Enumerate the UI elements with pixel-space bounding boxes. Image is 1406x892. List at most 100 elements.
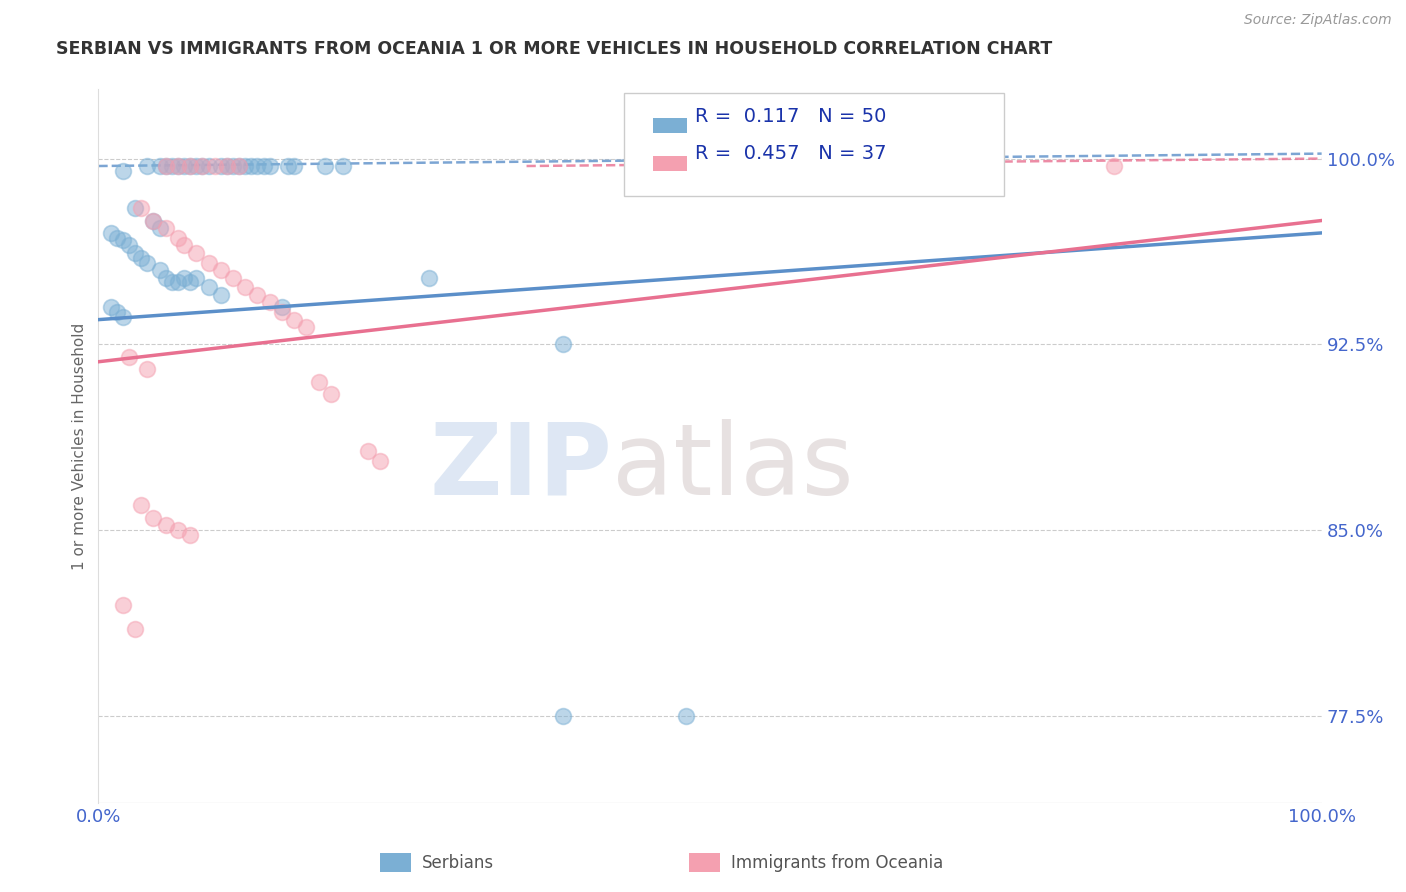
Point (191, 159, 214, 173)
Point (129, 201, 152, 215)
Point (197, 255, 219, 269)
Point (160, 159, 183, 173)
Point (173, 159, 195, 173)
Point (149, 159, 172, 173)
Point (167, 276, 190, 290)
Point (270, 305, 294, 319)
Point (129, 499, 152, 513)
Point (155, 159, 177, 173)
Point (308, 375, 330, 389)
Point (118, 238, 141, 252)
Point (124, 201, 146, 215)
Point (111, 233, 134, 247)
Point (283, 312, 305, 326)
Point (179, 159, 201, 173)
Point (233, 280, 256, 294)
Point (142, 511, 165, 525)
Text: Immigrants from Oceania: Immigrants from Oceania (731, 854, 943, 871)
Point (124, 245, 146, 260)
Point (179, 528, 201, 542)
FancyBboxPatch shape (624, 93, 1004, 196)
Point (167, 159, 190, 173)
Point (209, 288, 232, 302)
Point (129, 251, 152, 265)
FancyBboxPatch shape (652, 155, 686, 171)
Point (173, 238, 195, 252)
Point (186, 159, 208, 173)
Point (1102, 159, 1125, 173)
Point (136, 255, 159, 269)
Point (228, 159, 250, 173)
Point (142, 213, 165, 227)
Point (209, 159, 232, 173)
Text: Source: ZipAtlas.com: Source: ZipAtlas.com (1244, 13, 1392, 28)
Point (173, 270, 195, 285)
Point (155, 159, 177, 173)
Point (967, 159, 990, 173)
Point (259, 159, 281, 173)
Point (149, 221, 172, 235)
Point (270, 300, 294, 314)
Point (553, 337, 575, 351)
Point (136, 362, 159, 376)
Point (111, 310, 134, 325)
Point (155, 518, 177, 533)
Point (167, 231, 190, 245)
Point (418, 270, 440, 285)
Point (105, 231, 128, 245)
Point (186, 245, 208, 260)
Text: Serbians: Serbians (422, 854, 494, 871)
Text: atlas: atlas (612, 419, 853, 516)
Point (124, 623, 146, 637)
Text: ZIP: ZIP (429, 419, 612, 516)
Point (215, 159, 238, 173)
Point (246, 288, 269, 302)
Point (197, 159, 219, 173)
Point (186, 270, 208, 285)
Point (105, 305, 128, 319)
Point (675, 709, 697, 723)
Point (204, 159, 226, 173)
Point (136, 159, 159, 173)
Point (100, 300, 122, 314)
Text: R =  0.117   N = 50: R = 0.117 N = 50 (696, 107, 887, 126)
Point (295, 320, 318, 334)
Point (111, 598, 134, 612)
Point (197, 280, 219, 294)
Point (179, 276, 201, 290)
Point (100, 226, 122, 240)
Point (368, 454, 391, 468)
Point (283, 159, 305, 173)
Point (191, 159, 214, 173)
Point (111, 164, 134, 178)
Point (222, 270, 245, 285)
Point (149, 263, 172, 277)
Point (209, 263, 232, 277)
Point (179, 159, 201, 173)
Text: SERBIAN VS IMMIGRANTS FROM OCEANIA 1 OR MORE VEHICLES IN HOUSEHOLD CORRELATION C: SERBIAN VS IMMIGRANTS FROM OCEANIA 1 OR … (56, 40, 1053, 58)
Point (259, 295, 281, 310)
Text: R =  0.457   N = 37: R = 0.457 N = 37 (696, 144, 887, 163)
Point (319, 387, 342, 401)
Point (142, 213, 165, 227)
Point (215, 159, 238, 173)
Point (252, 159, 274, 173)
Point (222, 159, 245, 173)
Point (233, 159, 256, 173)
Point (356, 444, 378, 458)
Y-axis label: 1 or more Vehicles in Household: 1 or more Vehicles in Household (72, 322, 87, 570)
Point (155, 270, 177, 285)
Point (246, 159, 269, 173)
FancyBboxPatch shape (652, 118, 686, 134)
Point (240, 159, 263, 173)
Point (314, 159, 336, 173)
Point (167, 523, 190, 537)
Point (332, 159, 354, 173)
Point (167, 159, 190, 173)
Point (277, 159, 299, 173)
Point (155, 221, 177, 235)
Point (160, 276, 183, 290)
Point (553, 709, 575, 723)
Point (118, 350, 141, 364)
Point (228, 159, 250, 173)
